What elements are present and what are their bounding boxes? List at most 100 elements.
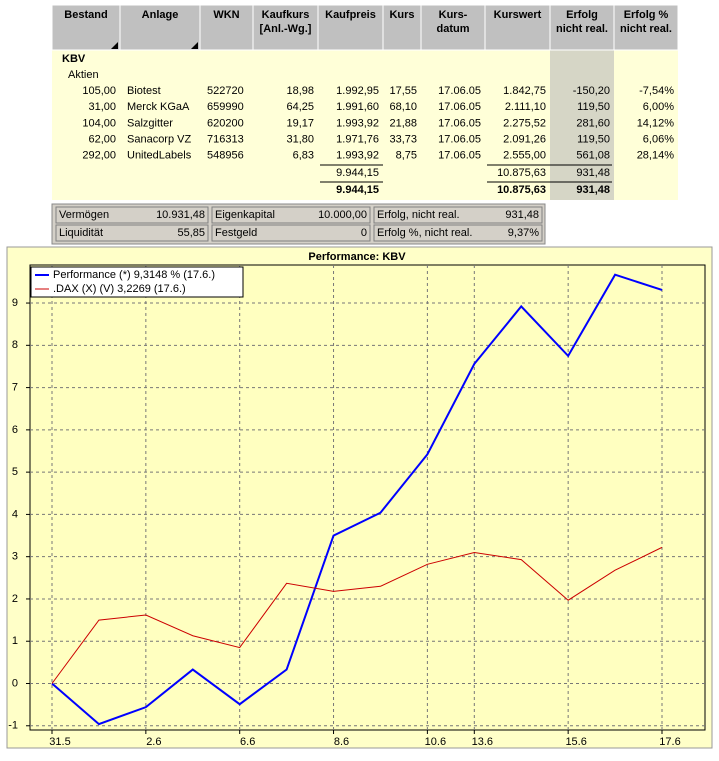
cell: 31,80 [286, 134, 314, 146]
y-tick-label: -1 [8, 720, 18, 732]
header-label: [Anl.-Wg.] [260, 23, 312, 35]
cell: 19,17 [286, 117, 314, 129]
header-label: datum [437, 23, 470, 35]
cell: 8,75 [396, 150, 417, 162]
subtotal-cell: 10.875,63 [497, 167, 546, 179]
cell: 2.275,52 [503, 117, 546, 129]
summary-cell [373, 224, 543, 242]
header-cell [484, 4, 551, 51]
x-tick-label: 2.6 [146, 736, 161, 748]
cell: 119,50 [577, 101, 610, 113]
header-label: nicht real. [556, 23, 608, 35]
cell: 62,00 [88, 134, 116, 146]
summary-cell [211, 224, 371, 242]
cell: 28,14% [637, 150, 675, 162]
total-cell: 9.944,15 [336, 184, 379, 196]
cell: 33,73 [389, 134, 417, 146]
cell: 659990 [207, 101, 244, 113]
header-label: Kurs [389, 9, 414, 21]
erfolg-column-bg [550, 50, 614, 200]
header-cell [382, 4, 422, 51]
header-cell [317, 4, 384, 51]
cell: 64,25 [286, 101, 314, 113]
cell: 6,00% [643, 101, 674, 113]
header-label: Erfolg % [624, 9, 669, 21]
summary-value: 931,48 [505, 209, 539, 221]
summary-value: 10.000,00 [318, 209, 367, 221]
legend-label: Performance (*) 9,3148 % (17.6.) [53, 269, 215, 281]
x-tick-label: 10.6 [425, 736, 446, 748]
cell: Salzgitter [127, 117, 173, 129]
cell: 1.991,60 [336, 101, 379, 113]
cell: -150,20 [573, 85, 610, 97]
y-tick-label: 7 [12, 381, 18, 393]
summary-value: 10.931,48 [156, 209, 205, 221]
sort-indicator [191, 42, 198, 49]
header-label: Bestand [64, 9, 107, 21]
header-label: Erfolg [566, 9, 598, 21]
summary-label: Liquidität [59, 227, 103, 239]
legend-box [30, 266, 244, 298]
cell: 105,00 [82, 85, 116, 97]
cell: 104,00 [82, 117, 116, 129]
x-tick-label: 8.6 [334, 736, 349, 748]
summary-label: Erfolg %, nicht real. [377, 227, 472, 239]
header-label: Kurswert [494, 9, 542, 21]
cell: -7,54% [639, 85, 674, 97]
header-cell [252, 4, 319, 51]
x-tick-label: 15.6 [565, 736, 586, 748]
cell: 522720 [207, 85, 244, 97]
y-tick-label: 3 [12, 551, 18, 563]
y-tick-label: 5 [12, 466, 18, 478]
cell: 31,00 [88, 101, 116, 113]
header-cell [199, 4, 254, 51]
header-label: Kurs- [439, 9, 468, 21]
cell: 281,60 [576, 117, 610, 129]
header-label: WKN [213, 9, 239, 21]
header-cell [613, 4, 679, 51]
cell: 17.06.05 [438, 117, 481, 129]
cell: 14,12% [637, 117, 675, 129]
y-tick-label: 9 [12, 297, 18, 309]
cell: 561,08 [576, 150, 610, 162]
summary-label: Eigenkapital [215, 209, 275, 221]
series-line [51, 273, 663, 726]
y-tick-label: 4 [12, 508, 18, 520]
summary-cell [211, 206, 371, 224]
cell: 17.06.05 [438, 101, 481, 113]
header-label: Kaufkurs [262, 9, 310, 21]
group-label: KBV [62, 53, 86, 65]
summary-label: Festgeld [215, 227, 257, 239]
cell: 6,06% [643, 134, 674, 146]
cell: 21,88 [389, 117, 417, 129]
x-tick-label: 13.6 [472, 736, 493, 748]
cell: 17.06.05 [438, 85, 481, 97]
summary-cell [55, 224, 209, 242]
x-tick-label: 6.6 [240, 736, 255, 748]
cell: Biotest [127, 85, 161, 97]
summary-value: 55,85 [177, 227, 205, 239]
y-tick-label: 0 [12, 677, 18, 689]
sort-indicator [111, 42, 118, 49]
cell: 2.111,10 [505, 101, 546, 113]
subtotal-cell: 9.944,15 [336, 167, 379, 179]
y-tick-label: 6 [12, 424, 18, 436]
summary-label: Vermögen [59, 209, 109, 221]
total-cell: 931,48 [576, 184, 610, 196]
cell: 1.842,75 [503, 85, 546, 97]
total-cell: 10.875,63 [497, 184, 546, 196]
cell: Merck KGaA [127, 101, 190, 113]
cell: 1.993,92 [336, 117, 379, 129]
cell: 1.993,92 [336, 150, 379, 162]
summary-cell [55, 206, 209, 224]
y-tick-label: 2 [12, 593, 18, 605]
y-tick-label: 1 [12, 635, 18, 647]
series-line [51, 546, 663, 684]
cell: 2.555,00 [503, 150, 546, 162]
summary-label: Erfolg, nicht real. [377, 209, 460, 221]
cell: 292,00 [82, 150, 116, 162]
cell: Sanacorp VZ [127, 134, 191, 146]
summary-cell [373, 206, 543, 224]
